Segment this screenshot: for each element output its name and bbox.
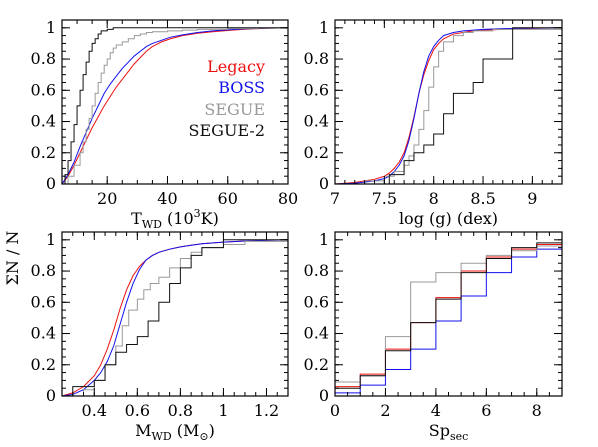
x-axis-label-subscript: WD bbox=[142, 218, 162, 231]
series-segue2-line bbox=[335, 239, 563, 389]
x-axis-label-unit-sup: 3 bbox=[194, 207, 201, 220]
y-tick-label: 0.4 bbox=[304, 324, 329, 343]
x-axis-label-unit: (10 bbox=[162, 209, 194, 228]
x-tick-label: 0.6 bbox=[125, 401, 150, 420]
series-segue-line bbox=[62, 27, 289, 185]
x-axis-label: Spsec bbox=[429, 421, 469, 443]
x-tick-label: 9 bbox=[527, 189, 537, 208]
x-axis-label: log (g) (dex) bbox=[399, 209, 498, 228]
x-tick-label: 6 bbox=[481, 401, 491, 420]
x-axis-label-subscript: WD bbox=[152, 430, 172, 443]
y-tick-label: 0.4 bbox=[31, 324, 56, 343]
plot-frame bbox=[334, 19, 563, 185]
x-axis-label-main: log (g) (dex) bbox=[399, 209, 498, 228]
plot-frame bbox=[61, 19, 289, 185]
x-axis-label-unit-sub: ⊙ bbox=[199, 430, 208, 443]
legend-entry-segue2: SEGUE-2 bbox=[189, 121, 265, 140]
series-legacy-line bbox=[334, 27, 563, 185]
x-tick-label: 1 bbox=[218, 401, 228, 420]
x-axis-label-unit-end: ) bbox=[209, 421, 215, 440]
y-tick-label: 0.8 bbox=[304, 49, 329, 68]
x-tick-label: 0 bbox=[330, 401, 340, 420]
x-tick-label: 2 bbox=[380, 401, 390, 420]
y-tick-label: 0.4 bbox=[31, 112, 56, 131]
x-axis-label-unit: (M bbox=[172, 421, 200, 440]
series-legacy-line bbox=[61, 239, 289, 397]
series-segue-line bbox=[335, 27, 563, 185]
x-tick-label: 8.5 bbox=[470, 189, 495, 208]
y-tick-label: 1 bbox=[46, 18, 56, 37]
y-tick-label: 0.6 bbox=[31, 80, 56, 99]
x-axis-label-main: T bbox=[131, 209, 142, 228]
x-tick-label: 1.2 bbox=[254, 401, 279, 420]
y-tick-label: 0.2 bbox=[304, 143, 329, 162]
x-axis-label-main: Sp bbox=[429, 421, 450, 440]
y-tick-label: 0.4 bbox=[304, 112, 329, 131]
series-segue2-line bbox=[335, 27, 562, 185]
x-axis-label: TWD (103K) bbox=[131, 207, 219, 231]
y-tick-label: 0.6 bbox=[304, 80, 329, 99]
y-tick-label: 0.8 bbox=[31, 261, 56, 280]
x-axis-label-unit-end: K) bbox=[201, 209, 219, 228]
x-tick-label: 60 bbox=[218, 189, 238, 208]
series-boss-line bbox=[335, 246, 563, 394]
series-boss-line bbox=[61, 27, 289, 185]
y-tick-label: 0.6 bbox=[304, 292, 329, 311]
y-tick-label: 0.2 bbox=[31, 355, 56, 374]
plot-frame bbox=[61, 231, 289, 397]
panel-sp: 0 2 4 6 8 0 0.2 0.4 0.6 0.8 1 Spsec bbox=[304, 230, 563, 443]
series-legacy-line bbox=[61, 27, 289, 185]
series-segue-line bbox=[335, 241, 563, 383]
y-tick-label: 0 bbox=[319, 386, 329, 405]
y-tick-label: 1 bbox=[319, 230, 329, 249]
legend-entry-legacy: Legacy bbox=[207, 57, 265, 76]
x-tick-label: 80 bbox=[278, 189, 298, 208]
x-tick-label: 40 bbox=[157, 189, 177, 208]
series-boss-line bbox=[61, 239, 289, 397]
y-tick-label: 1 bbox=[46, 230, 56, 249]
legend-entry-segue: SEGUE bbox=[204, 100, 265, 119]
y-tick-label: 0 bbox=[46, 386, 56, 405]
x-tick-label: 8 bbox=[532, 401, 542, 420]
x-tick-label: 0.8 bbox=[168, 401, 193, 420]
series-legacy-line bbox=[335, 242, 563, 388]
legend-entry-boss: BOSS bbox=[218, 78, 265, 97]
x-tick-label: 4 bbox=[431, 401, 441, 420]
y-tick-label: 0.2 bbox=[304, 355, 329, 374]
x-tick-label: 8 bbox=[429, 189, 439, 208]
panel-teff: 20 40 60 80 0 0.2 0.4 0.6 0.8 1 TWD (103K) Legacy BO… bbox=[31, 18, 299, 231]
y-tick-label: 1 bbox=[319, 18, 329, 37]
x-axis-label: MWD (M⊙) bbox=[135, 421, 215, 443]
shared-y-axis-label: ΣN / N bbox=[3, 231, 22, 286]
y-tick-label: 0 bbox=[319, 174, 329, 193]
x-tick-label: 7 bbox=[330, 189, 340, 208]
series-segue2-line bbox=[62, 239, 288, 397]
y-tick-label: 0 bbox=[46, 174, 56, 193]
y-tick-label: 0.6 bbox=[31, 292, 56, 311]
y-tick-label: 0.8 bbox=[304, 261, 329, 280]
x-axis-label-subscript: sec bbox=[450, 430, 468, 443]
y-tick-label: 0.8 bbox=[31, 49, 56, 68]
series-boss-line bbox=[334, 27, 563, 185]
x-tick-label: 7.5 bbox=[372, 189, 397, 208]
series-segue2-line bbox=[62, 27, 288, 185]
x-axis-label-main: M bbox=[135, 421, 151, 440]
x-tick-label: 20 bbox=[97, 189, 117, 208]
panel-logg: 7 7.5 8 8.5 9 0 0.2 0.4 0.6 0.8 1 log (g) (dex) bbox=[304, 18, 563, 228]
x-tick-label: 0.4 bbox=[82, 401, 107, 420]
y-tick-label: 0.2 bbox=[31, 143, 56, 162]
